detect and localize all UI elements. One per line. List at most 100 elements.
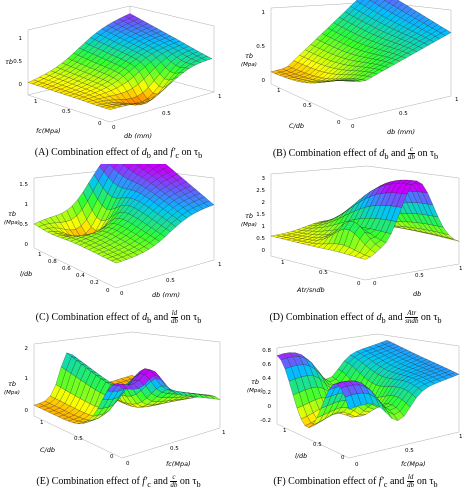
x-tick: 1 — [38, 252, 42, 258]
y-tick: 0.5 — [162, 111, 171, 117]
z-tick: 2.5 — [256, 188, 265, 194]
y-tick: 0 — [112, 125, 116, 131]
y-tick: 0 — [355, 462, 359, 468]
figure-caption-f: (F) Combination effect of f′c and ld db o… — [273, 473, 438, 489]
x-tick: 0 — [98, 121, 102, 127]
figure-panel-b: 1 0.5 0 τb (Mpa) 1 0.5 0 C/db 0 0.5 1 db… — [237, 0, 474, 164]
z-tick: 2 — [25, 346, 29, 352]
y-tick: 1 — [459, 266, 463, 272]
x-tick: 0.4 — [76, 273, 85, 279]
y-tick: 1 — [218, 262, 222, 268]
z-tick: 1 — [25, 202, 29, 208]
figure-panel-f: 0.8 0.6 0.4 0.2 0 -0.2 τb (Mpa) 1 0.5 0 … — [237, 328, 474, 492]
surface-facet — [116, 383, 128, 390]
figure-caption-a: (A) Combination effect of db and f′c on … — [34, 147, 203, 160]
fraction: ld db — [170, 309, 179, 325]
x-tick: 1 — [34, 99, 38, 105]
z-tick: 0 — [19, 82, 23, 88]
surface — [270, 0, 452, 84]
z-tick: 0 — [262, 248, 266, 254]
z-tick: -0.2 — [260, 418, 271, 424]
y-tick: 0.5 — [399, 111, 408, 117]
fraction: ld db — [406, 473, 415, 489]
x-tick: 0.5 — [74, 436, 83, 442]
surface-plot-b: 1 0.5 0 τb (Mpa) 1 0.5 0 C/db 0 0.5 1 db… — [241, 0, 459, 136]
x-tick: 1 — [283, 428, 287, 434]
surface-facet — [344, 80, 355, 82]
y-tick: 1 — [455, 97, 459, 103]
surface — [33, 352, 221, 424]
x-tick: 0.6 — [62, 266, 71, 272]
z-tick: 0 — [268, 404, 272, 410]
x-tick: 0.5 — [62, 109, 71, 115]
x-tick: 0.5 — [319, 270, 328, 276]
z-tick: 0.5 — [256, 236, 265, 242]
z-tick: 1 — [25, 376, 29, 382]
y-axis-label: db — [413, 290, 421, 298]
z-tick: 1 — [262, 224, 266, 230]
z-tick: 1.5 — [19, 182, 28, 188]
x-tick: 0.2 — [90, 280, 99, 286]
surface-plot-c: 1.5 1 0.5 0 τb (Mpa) 1 0.8 0.6 0.4 0.2 0… — [4, 164, 222, 299]
figure-caption-c: (C) Combination effect of db and ld db on… — [35, 309, 202, 325]
z-tick: 0.5 — [19, 222, 28, 228]
x-tick: 0 — [106, 288, 110, 294]
y-tick: 1 — [222, 430, 226, 436]
z-tick: 0 — [25, 242, 29, 248]
surface-facet — [122, 164, 126, 166]
z-tick: 0 — [25, 408, 29, 414]
z-axis-label: τb — [8, 380, 16, 388]
surface — [27, 13, 213, 110]
z-tick: 3 — [262, 176, 266, 182]
y-tick: 0.5 — [405, 448, 414, 454]
x-tick: 0 — [357, 281, 361, 287]
z-tick: 0.2 — [262, 390, 271, 396]
z-tick: 1.5 — [256, 212, 265, 218]
z-tick: 0.5 — [13, 59, 22, 65]
surface — [270, 179, 460, 260]
z-axis-label: τb — [5, 58, 13, 66]
axes-box — [270, 165, 460, 281]
surface-plot-e: 2 1 0 τb (Mpa) 1 0.5 0 C/db 0 0.5 1 fc(M… — [4, 331, 226, 468]
x-axis-label: C/db — [40, 446, 55, 454]
x-axis-label: Atr/sndb — [296, 286, 325, 294]
z-tick: 0.8 — [262, 348, 271, 354]
z-axis-label: τb — [8, 210, 16, 218]
z-axis-label: τb — [245, 212, 253, 220]
y-tick: 0 — [120, 291, 124, 297]
y-tick: 0 — [126, 461, 130, 467]
surface-facet — [344, 394, 356, 410]
y-axis-label: fc(Mpa) — [401, 460, 426, 468]
surface — [276, 340, 460, 428]
x-tick: 1 — [40, 420, 44, 426]
y-tick: 1 — [459, 434, 463, 440]
z-axis-units: (Mpa) — [241, 222, 257, 228]
z-tick: 1 — [262, 10, 266, 16]
figure-caption-e: (E) Combination effect of f′c and c db on… — [36, 473, 201, 489]
x-tick: 0 — [110, 454, 114, 460]
y-axis-label: db (mm) — [152, 291, 180, 299]
x-tick: 0 — [341, 455, 345, 461]
axes-box — [276, 333, 460, 459]
x-tick: 0 — [337, 120, 341, 126]
surface-facet — [104, 106, 117, 110]
z-tick: 0.5 — [256, 44, 265, 50]
figure-caption-b: (B) Combination effect of db and c db on … — [272, 145, 439, 161]
x-axis-label: l/db — [20, 270, 32, 278]
z-axis-label: τb — [245, 52, 253, 60]
z-axis-label: τb — [251, 378, 259, 386]
z-axis-units: (Mpa) — [247, 388, 263, 394]
surface-facet — [448, 237, 460, 242]
z-axis-units: (Mpa) — [4, 390, 20, 396]
y-tick: 0.5 — [170, 446, 179, 452]
z-tick: 0.4 — [262, 376, 271, 382]
x-tick: 0.5 — [303, 103, 312, 109]
surface-plot-a: 1 0.5 0 τb 1 0.5 0 fc(Mpa) 0 0.5 1 db (m… — [5, 5, 222, 140]
fraction: Atr sndb — [405, 309, 419, 325]
surface-facet — [111, 258, 122, 264]
figure-caption-d: (D) Combination effect of db and Atr sndb… — [269, 309, 442, 325]
z-axis-units: (Mpa) — [241, 62, 257, 68]
z-tick: 0 — [262, 78, 266, 84]
y-tick: 0.5 — [166, 278, 175, 284]
z-axis-units: (Mpa) — [4, 220, 20, 226]
